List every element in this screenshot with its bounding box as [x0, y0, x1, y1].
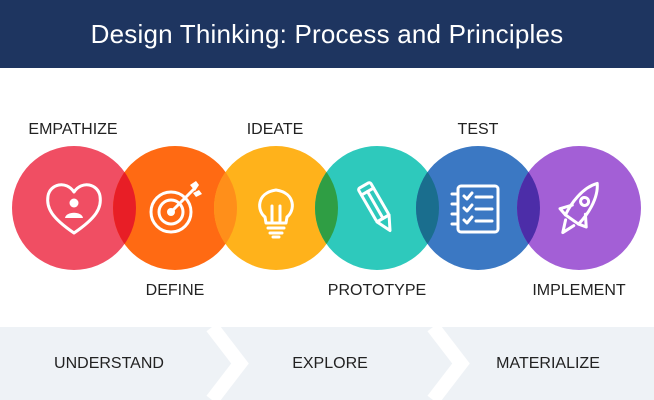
phase-chevrons — [0, 327, 654, 400]
stage-label-prototype: PROTOTYPE — [327, 282, 427, 299]
stage-label-test: TEST — [457, 121, 499, 138]
lightbulb-icon — [258, 188, 294, 239]
rocket-icon — [558, 181, 599, 235]
heart-person-icon — [46, 183, 102, 235]
stage-circles — [12, 146, 641, 270]
stage-label-empathize: EMPATHIZE — [28, 121, 118, 138]
phase-label-explore: EXPLORE — [292, 355, 368, 372]
phase-band: UNDERSTAND EXPLORE MATERIALIZE — [0, 327, 654, 400]
page-title: Design Thinking: Process and Principles — [90, 18, 564, 49]
stage-circle-implement — [517, 146, 641, 270]
pencil-icon — [357, 181, 392, 233]
process-diagram: EMPATHIZE IDEATE TEST DEFINE PROTOTYPE I… — [0, 68, 654, 328]
stage-label-implement: IMPLEMENT — [532, 282, 626, 299]
checklist-icon — [450, 184, 500, 234]
phase-label-understand: UNDERSTAND — [54, 355, 164, 372]
target-icon — [149, 181, 202, 234]
stage-label-define: DEFINE — [145, 282, 205, 299]
stage-circle-empathize — [12, 146, 136, 270]
stage-label-ideate: IDEATE — [246, 121, 304, 138]
phase-label-materialize: MATERIALIZE — [496, 355, 600, 372]
stage-circle-ideate — [214, 146, 338, 270]
header-banner: Design Thinking: Process and Principles — [0, 0, 654, 68]
